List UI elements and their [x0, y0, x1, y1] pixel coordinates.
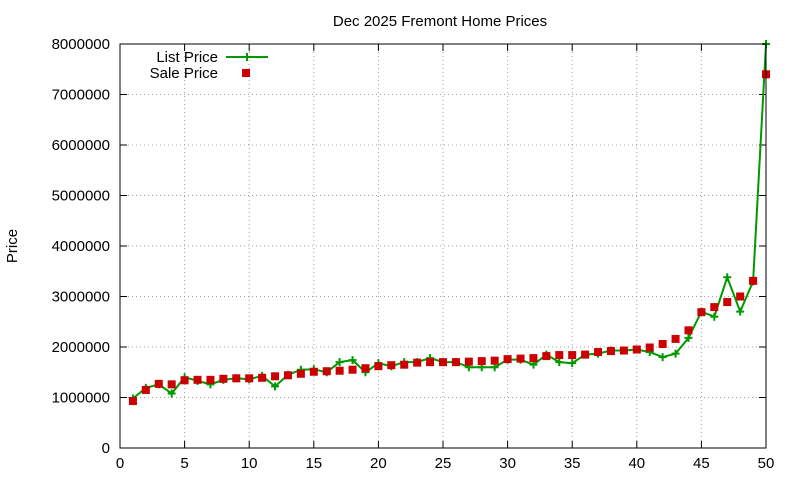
- sale-price-point: [439, 358, 447, 367]
- list-price-point: [671, 349, 680, 358]
- x-tick-label: 5: [180, 455, 188, 472]
- list-price-point: [723, 273, 732, 282]
- sale-price-point: [684, 326, 693, 335]
- y-tick-label: 5000000: [52, 188, 110, 205]
- list-price-point: [710, 312, 719, 321]
- plot-frame: [119, 43, 767, 449]
- sale-price-point: [619, 346, 628, 355]
- sale-price-point: [245, 374, 254, 383]
- sale-price-point: [594, 348, 603, 357]
- list-price-point: [736, 307, 745, 316]
- y-tick-label: 2000000: [52, 339, 110, 356]
- x-tick-label: 40: [628, 455, 645, 472]
- x-tick-label: 45: [693, 455, 710, 472]
- legend-label: List Price: [156, 49, 218, 66]
- sale-price-point: [736, 292, 745, 301]
- sale-price-point: [645, 343, 654, 352]
- sale-price-point: [568, 351, 577, 360]
- x-tick-label: 15: [305, 455, 322, 472]
- sale-price-point: [606, 347, 615, 356]
- y-tick-label: 3000000: [52, 289, 110, 306]
- sale-price-point: [232, 374, 241, 383]
- list-price-point: [555, 358, 564, 367]
- x-tick-label: 10: [241, 455, 258, 472]
- sale-price-point: [555, 351, 564, 360]
- list-price-line: [132, 43, 767, 400]
- sale-price-point: [503, 355, 512, 364]
- sale-price-point: [206, 375, 215, 384]
- sale-price-point: [387, 361, 396, 370]
- sale-price-point: [426, 358, 435, 367]
- sale-price-point: [516, 354, 525, 363]
- list-price-point: [568, 359, 577, 368]
- list-price-point: [348, 356, 357, 365]
- sale-price-point: [141, 385, 150, 394]
- x-tick-label: 20: [370, 455, 387, 472]
- sale-price-point: [581, 350, 590, 359]
- series-sale-price: [128, 70, 770, 406]
- sale-price-point: [154, 379, 163, 388]
- sale-price-point: [658, 339, 667, 348]
- sale-price-point: [296, 369, 305, 378]
- sale-price-point: [542, 352, 551, 361]
- grid-layer: [120, 44, 766, 448]
- sale-price-point: [697, 308, 706, 317]
- y-axis-label: Price: [4, 229, 21, 263]
- y-tick-label: 1000000: [52, 390, 110, 407]
- list-price-point: [335, 358, 344, 367]
- chart-title: Dec 2025 Fremont Home Prices: [333, 13, 547, 30]
- sale-price-point: [167, 380, 176, 389]
- sale-price-point: [283, 371, 292, 380]
- y-tick-label: 0: [102, 440, 110, 457]
- tick-layer: 0 5 10 15 20 25 30 35 40 45 50 0 1000000 2000000 30000…: [52, 36, 775, 472]
- y-tick-label: 4000000: [52, 238, 110, 255]
- sale-price-point: [271, 372, 280, 381]
- y-tick-label: 8000000: [52, 36, 110, 53]
- sale-price-point: [361, 364, 370, 373]
- series-layer: [128, 40, 770, 406]
- sale-price-point: [749, 276, 758, 285]
- sale-price-point: [322, 367, 331, 376]
- sale-price-point: [529, 354, 538, 363]
- sale-price-point: [490, 356, 499, 365]
- legend-square-sample: [242, 69, 250, 77]
- list-price-point: [167, 389, 176, 398]
- sale-price-point: [451, 358, 460, 367]
- sale-price-point: [128, 397, 137, 406]
- list-price-point: [658, 353, 667, 362]
- list-price-point: [271, 382, 280, 391]
- legend-plus-sample: [243, 53, 251, 61]
- sale-price-point: [180, 376, 189, 385]
- sale-price-point: [632, 345, 641, 354]
- x-tick-label: 0: [116, 455, 124, 472]
- sale-price-point: [710, 303, 719, 312]
- sale-price-point: [400, 360, 409, 369]
- sale-price-point: [193, 375, 202, 384]
- sale-price-point: [348, 365, 357, 374]
- sale-price-point: [309, 367, 318, 376]
- x-tick-label: 50: [758, 455, 775, 472]
- sale-price-point: [464, 357, 473, 366]
- sale-price-point: [477, 357, 486, 366]
- x-tick-label: 30: [499, 455, 516, 472]
- y-tick-label: 6000000: [52, 137, 110, 154]
- list-price-point: [684, 333, 693, 342]
- sale-price-point: [723, 298, 732, 307]
- legend-label: Sale Price: [150, 65, 218, 82]
- y-tick-label: 7000000: [52, 87, 110, 104]
- sale-price-point: [335, 366, 344, 375]
- sale-price-point: [374, 362, 383, 371]
- sale-price-point: [671, 334, 680, 343]
- sale-price-point: [258, 373, 267, 382]
- series-list-price: [128, 40, 770, 403]
- x-tick-label: 25: [435, 455, 452, 472]
- x-tick-label: 35: [564, 455, 581, 472]
- sale-price-point: [219, 374, 228, 383]
- sale-price-point: [413, 358, 422, 367]
